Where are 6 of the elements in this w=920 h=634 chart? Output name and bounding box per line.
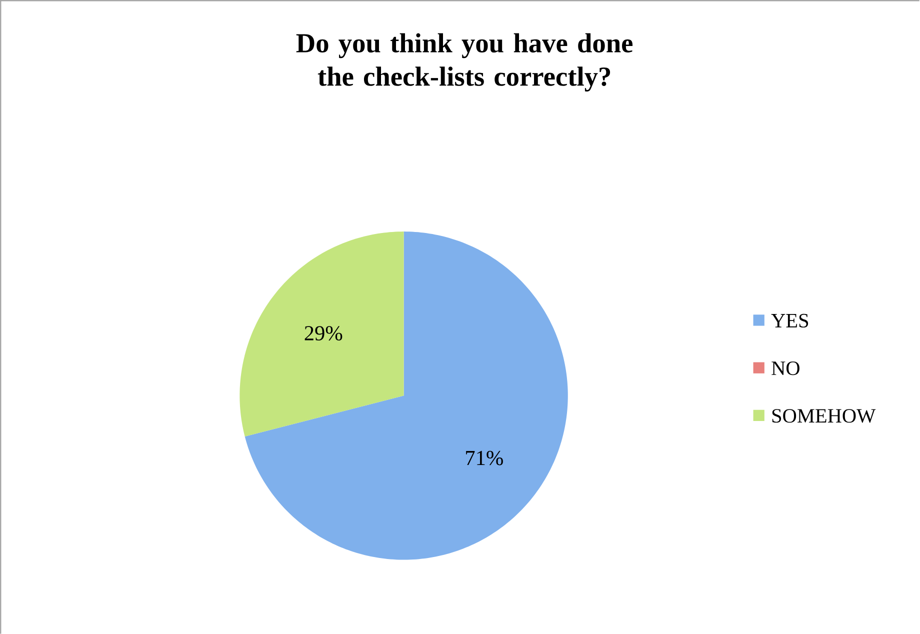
legend-label: YES [771,314,808,328]
legend-label: NO [772,361,800,375]
legend-label: SOMEHOW [772,408,876,423]
data-label: 29% [304,326,342,340]
chart-title: Do you think you have done the check-lists correctly? [296,33,633,92]
data-label: 71% [466,450,503,466]
